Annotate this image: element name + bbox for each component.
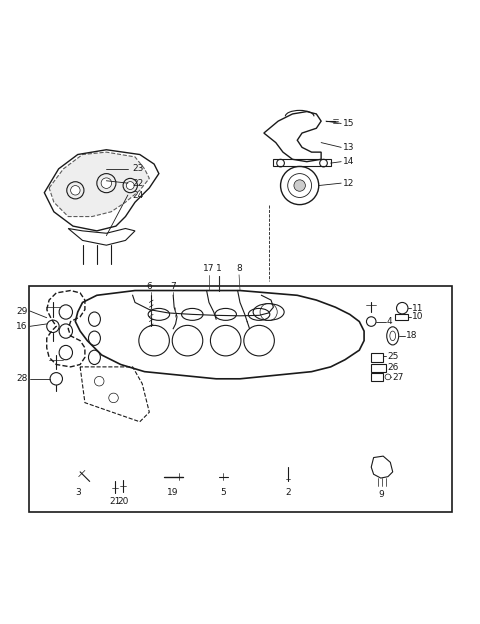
Text: 18: 18 [406,331,418,340]
Text: 26: 26 [387,363,398,373]
Text: 20: 20 [118,497,129,506]
Text: 1: 1 [216,264,221,273]
Text: 10: 10 [412,312,423,321]
Text: 8: 8 [236,264,242,273]
Text: 25: 25 [387,352,398,361]
Text: 23: 23 [132,164,144,173]
Circle shape [101,178,112,188]
Text: 5: 5 [220,487,226,497]
Text: 22: 22 [132,178,144,188]
Text: 17: 17 [203,264,215,273]
Circle shape [71,185,80,195]
Text: 14: 14 [343,157,354,166]
Text: 11: 11 [412,304,423,313]
Circle shape [126,182,134,190]
Bar [29,286,452,512]
Text: 28: 28 [16,374,28,383]
Text: 12: 12 [343,178,354,188]
Text: 29: 29 [16,306,28,316]
Text: 6: 6 [146,281,152,291]
Bar [395,314,408,319]
Text: 9: 9 [379,490,384,499]
Text: 13: 13 [343,143,354,152]
Text: 27: 27 [393,373,404,382]
Text: 3: 3 [75,487,81,497]
Text: 2: 2 [285,487,290,497]
Text: 16: 16 [16,322,28,331]
Text: 24: 24 [132,190,144,200]
Text: 15: 15 [343,119,354,128]
Circle shape [294,180,305,192]
Text: 7: 7 [170,281,176,291]
Text: 21: 21 [109,497,120,506]
Text: 4: 4 [387,317,393,326]
Text: 19: 19 [168,487,179,497]
Polygon shape [49,152,149,217]
